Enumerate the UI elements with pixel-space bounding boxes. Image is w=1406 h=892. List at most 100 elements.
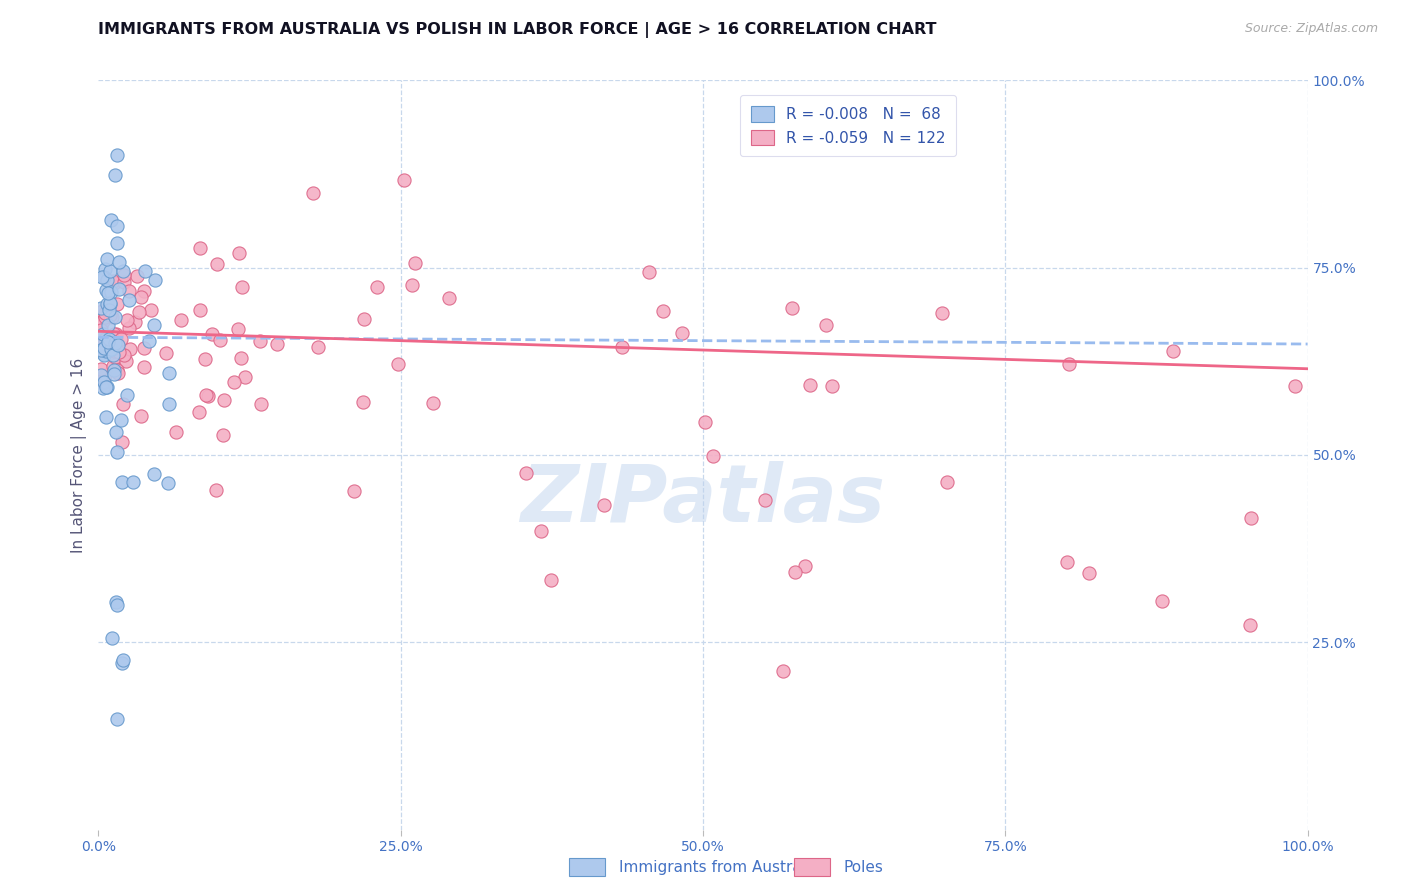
Point <box>515 467 537 481</box>
Point <box>540 573 562 587</box>
Point <box>91 381 114 395</box>
Point <box>104 334 127 349</box>
Point <box>652 303 675 318</box>
Point <box>104 326 127 341</box>
Point <box>212 427 235 442</box>
Text: IMMIGRANTS FROM AUSTRALIA VS POLISH IN LABOR FORCE | AGE > 16 CORRELATION CHART: IMMIGRANTS FROM AUSTRALIA VS POLISH IN L… <box>98 22 936 38</box>
Point <box>93 341 115 355</box>
Point <box>401 277 423 292</box>
Point <box>112 264 135 278</box>
Point <box>105 148 128 162</box>
Point <box>105 334 128 349</box>
Point <box>139 302 162 317</box>
Point <box>1056 555 1078 569</box>
Point <box>107 235 129 250</box>
Point <box>129 409 152 423</box>
Point <box>128 305 150 319</box>
Point <box>100 296 122 310</box>
Point <box>783 566 806 580</box>
Point <box>110 475 132 489</box>
Point <box>91 343 114 358</box>
Point <box>100 342 122 356</box>
Point <box>94 332 117 346</box>
Point <box>190 241 212 255</box>
Point <box>1163 343 1185 358</box>
Point <box>90 343 112 358</box>
Point <box>111 653 134 667</box>
Point <box>105 444 128 458</box>
Point <box>124 315 146 329</box>
Point <box>638 265 661 279</box>
Point <box>212 393 235 408</box>
Point <box>96 297 118 311</box>
Point <box>101 347 124 361</box>
Point <box>90 329 112 343</box>
Point <box>165 425 187 439</box>
Point <box>815 318 838 333</box>
Point <box>205 257 228 271</box>
Point <box>100 308 122 322</box>
Point <box>104 335 127 350</box>
Point <box>96 380 118 394</box>
Point <box>98 296 121 310</box>
Point <box>103 276 125 290</box>
Point <box>1240 510 1263 524</box>
Point <box>107 297 129 311</box>
Text: Poles: Poles <box>844 860 883 874</box>
Point <box>90 342 112 356</box>
Point <box>208 334 231 348</box>
Point <box>93 270 115 285</box>
Point <box>110 332 132 346</box>
Point <box>98 264 121 278</box>
Point <box>935 475 957 490</box>
Point <box>91 333 114 347</box>
Point <box>754 492 776 507</box>
Point <box>97 334 120 349</box>
Point <box>134 264 156 278</box>
Point <box>780 301 803 316</box>
Point <box>94 410 117 425</box>
Point <box>131 289 153 303</box>
Point <box>93 261 115 276</box>
Point <box>231 280 253 294</box>
Point <box>111 435 134 450</box>
Point <box>100 342 122 356</box>
Point <box>90 368 112 383</box>
Point <box>1152 594 1174 608</box>
Point <box>96 272 118 286</box>
Point <box>93 348 115 362</box>
Point <box>118 285 141 299</box>
Point <box>157 397 180 411</box>
Point <box>931 306 953 320</box>
Point <box>266 337 288 351</box>
Point <box>249 334 271 348</box>
Point <box>94 380 117 394</box>
Point <box>222 375 245 389</box>
Point <box>138 334 160 348</box>
Point <box>112 397 135 411</box>
Point <box>188 303 211 318</box>
Point <box>115 312 138 326</box>
Point <box>108 255 131 269</box>
Point <box>821 379 844 393</box>
Point <box>94 306 117 320</box>
Point <box>201 327 224 342</box>
Point <box>108 282 131 296</box>
Y-axis label: In Labor Force | Age > 16: In Labor Force | Age > 16 <box>72 358 87 552</box>
Point <box>155 346 177 360</box>
Text: Source: ZipAtlas.com: Source: ZipAtlas.com <box>1244 22 1378 36</box>
Point <box>118 343 141 357</box>
Point <box>143 467 166 481</box>
Point <box>96 252 118 266</box>
Point <box>127 268 149 283</box>
Point <box>195 388 218 402</box>
Point <box>103 327 125 342</box>
Point <box>90 371 112 385</box>
Point <box>96 303 118 318</box>
Point <box>96 283 118 297</box>
Point <box>387 357 409 371</box>
Point <box>94 345 117 359</box>
Point <box>226 322 249 336</box>
Point <box>302 186 325 200</box>
Point <box>132 341 155 355</box>
